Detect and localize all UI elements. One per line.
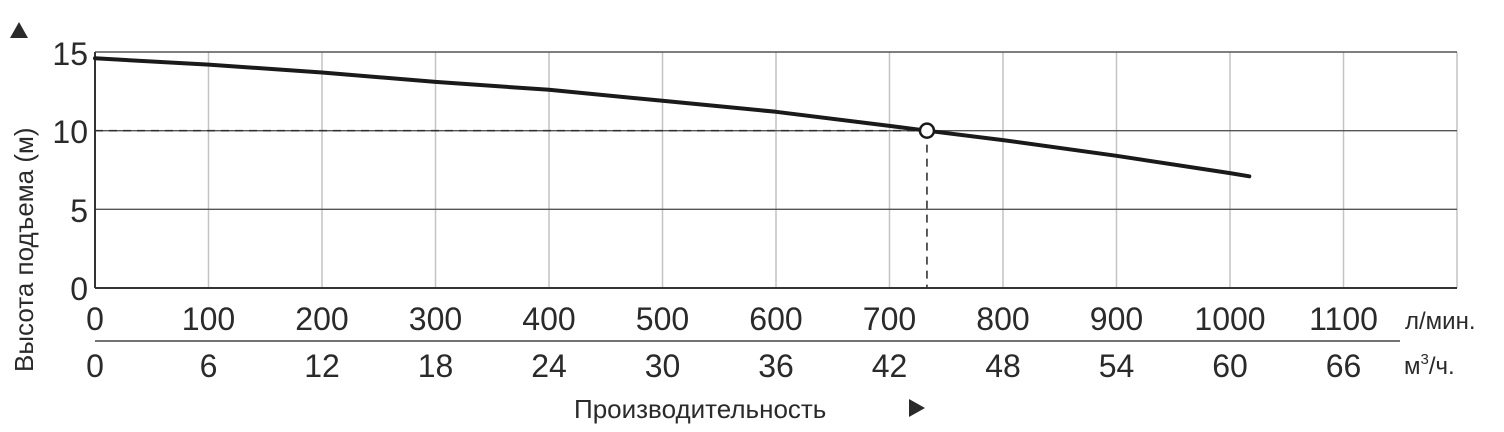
x-unit-m3h-tail: /ч. — [1429, 353, 1455, 380]
y-tick-label: 5 — [70, 193, 88, 229]
y-axis-arrow-icon — [10, 22, 28, 38]
x-axis-ticks-lmin: 0 100 200 300 400 500 600 700 800 900 1000 1100 — [86, 301, 1378, 337]
x-axis-ticks-m3h: 0 6 12 18 24 30 36 42 48 54 60 66 — [86, 348, 1361, 384]
x-tick-label-lmin: 900 — [1090, 301, 1143, 337]
x-tick-label-m3h: 54 — [1099, 348, 1135, 384]
x-tick-label-m3h: 6 — [200, 348, 218, 384]
series-line — [93, 56, 1252, 179]
y-axis-title: Высота подъема (м) — [9, 127, 39, 372]
x-tick-label-lmin: 200 — [295, 301, 348, 337]
y-axis-title-group: Высота подъема (м) — [9, 22, 39, 372]
x-tick-label-m3h: 60 — [1212, 348, 1248, 384]
x-tick-label-m3h: 66 — [1326, 348, 1362, 384]
x-tick-label-m3h: 30 — [645, 348, 681, 384]
y-tick-label: 0 — [70, 271, 88, 307]
series-layer — [93, 56, 1252, 179]
x-axis-arrow-icon — [909, 399, 925, 417]
grid — [94, 51, 1458, 342]
y-tick-label: 10 — [52, 114, 88, 150]
x-axis-title-group: Производительность — [574, 394, 925, 424]
x-tick-label-lmin: 0 — [86, 301, 104, 337]
operating-point-guides — [95, 129, 928, 288]
x-unit-m3h: м3/ч. — [1404, 351, 1455, 380]
x-tick-label-m3h: 36 — [758, 348, 794, 384]
x-tick-label-lmin: 500 — [636, 301, 689, 337]
x-unit-m3h-sup: 3 — [1421, 351, 1429, 368]
y-tick-label: 15 — [52, 36, 88, 72]
x-tick-label-lmin: 400 — [522, 301, 575, 337]
x-tick-label-lmin: 1000 — [1194, 301, 1265, 337]
x-tick-label-m3h: 48 — [985, 348, 1021, 384]
x-unit-m3h-base: м — [1404, 353, 1421, 380]
x-tick-label-lmin: 100 — [182, 301, 235, 337]
x-tick-label-lmin: 700 — [863, 301, 916, 337]
x-tick-label-lmin: 300 — [409, 301, 462, 337]
x-tick-label-lmin: 800 — [976, 301, 1029, 337]
x-tick-label-m3h: 12 — [304, 348, 340, 384]
operating-point-layer — [918, 122, 936, 139]
x-axis-title: Производительность — [574, 394, 826, 424]
x-unit-lmin: л/мин. — [1405, 308, 1476, 335]
operating-point-marker — [918, 122, 936, 139]
x-tick-label-lmin: 1100 — [1309, 301, 1378, 337]
x-tick-label-m3h: 24 — [531, 348, 567, 384]
x-tick-label-lmin: 600 — [749, 301, 802, 337]
y-axis-ticks: 0 5 10 15 — [52, 36, 88, 307]
x-tick-label-m3h: 0 — [86, 348, 104, 384]
x-tick-label-m3h: 42 — [872, 348, 908, 384]
x-tick-label-m3h: 18 — [418, 348, 454, 384]
